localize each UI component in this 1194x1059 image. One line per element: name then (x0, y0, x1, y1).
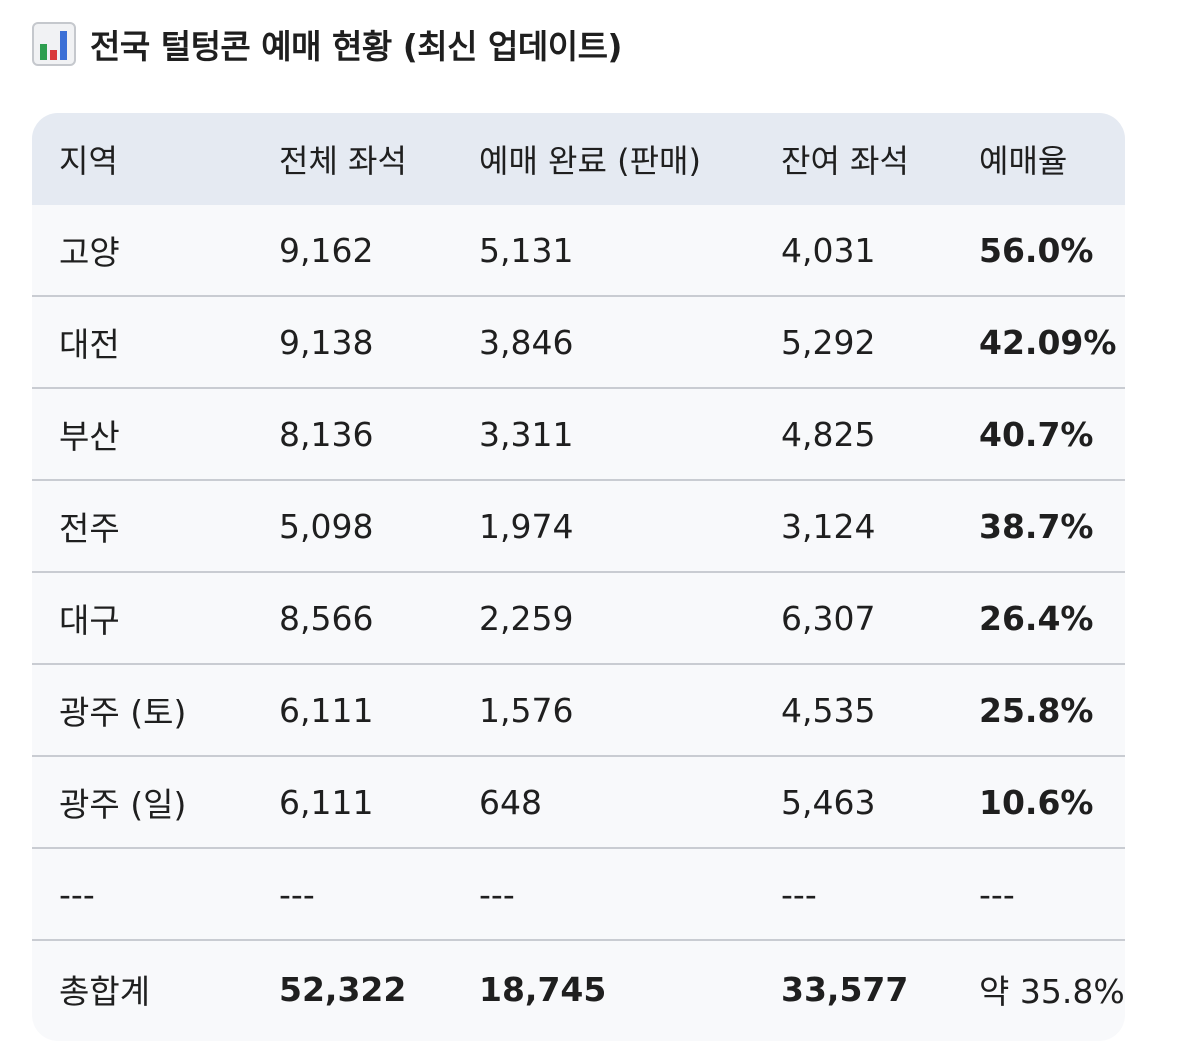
rate-cell: 56.0% (979, 230, 1094, 270)
remaining-cell: 5,463 (781, 782, 876, 822)
remaining-cell: 4,535 (781, 690, 876, 730)
total-seats-cell: 6,111 (279, 690, 374, 730)
total-seats-cell: 9,138 (279, 322, 374, 362)
table-row: 전주 5,098 1,974 3,124 38.7% (32, 481, 1125, 573)
bar-chart-icon (32, 22, 76, 66)
sold-cell: 2,259 (479, 598, 574, 638)
region-cell: 대전 (59, 325, 120, 364)
region-cell: 전주 (59, 509, 120, 548)
region-cell: 대구 (59, 601, 120, 640)
sold-cell: 1,576 (479, 690, 574, 730)
total-seats-cell: 5,098 (279, 506, 374, 546)
page-title: 전국 털텅콘 예매 현황 (최신 업데이트) (32, 18, 623, 70)
separator-cell: --- (979, 874, 1015, 914)
region-cell: 광주 (일) (59, 785, 187, 824)
rate-cell: 10.6% (979, 782, 1094, 822)
separator-cell: --- (781, 874, 817, 914)
header-total-seats: 전체 좌석 (279, 142, 407, 180)
separator-cell: --- (59, 874, 95, 914)
table-row: 고양 9,162 5,131 4,031 56.0% (32, 205, 1125, 297)
table-separator-row: --- --- --- --- --- (32, 849, 1125, 941)
region-cell: 고양 (59, 233, 120, 272)
page-title-text: 전국 털텅콘 예매 현황 (최신 업데이트) (90, 27, 623, 66)
region-cell: 광주 (토) (59, 693, 187, 732)
sold-cell: 3,846 (479, 322, 574, 362)
remaining-sum-cell: 33,577 (781, 969, 909, 1009)
table-total-row: 총합계 52,322 18,745 33,577 약 35.8% (32, 941, 1125, 1037)
rate-cell: 25.8% (979, 690, 1094, 730)
sold-cell: 5,131 (479, 230, 574, 270)
region-cell: 부산 (59, 417, 120, 456)
sold-sum-cell: 18,745 (479, 969, 607, 1009)
table-row: 광주 (토) 6,111 1,576 4,535 25.8% (32, 665, 1125, 757)
sold-cell: 648 (479, 782, 542, 822)
header-sold: 예매 완료 (판매) (479, 142, 701, 180)
rate-cell: 26.4% (979, 598, 1094, 638)
total-seats-sum-cell: 52,322 (279, 969, 407, 1009)
rate-cell: 40.7% (979, 414, 1094, 454)
header-rate: 예매율 (979, 142, 1068, 180)
table-row: 대구 8,566 2,259 6,307 26.4% (32, 573, 1125, 665)
rate-cell: 42.09% (979, 322, 1117, 362)
remaining-cell: 3,124 (781, 506, 876, 546)
remaining-cell: 5,292 (781, 322, 876, 362)
total-label-cell: 총합계 (59, 972, 151, 1011)
rate-total-cell: 약 35.8% (979, 972, 1125, 1011)
header-region: 지역 (59, 142, 118, 180)
header-remaining: 잔여 좌석 (781, 142, 909, 180)
total-seats-cell: 8,136 (279, 414, 374, 454)
reservation-table: 지역 전체 좌석 예매 완료 (판매) 잔여 좌석 예매율 고양 9,162 5… (32, 113, 1125, 1041)
sold-cell: 1,974 (479, 506, 574, 546)
separator-cell: --- (479, 874, 515, 914)
table-header-row: 지역 전체 좌석 예매 완료 (판매) 잔여 좌석 예매율 (32, 113, 1125, 205)
separator-cell: --- (279, 874, 315, 914)
rate-cell: 38.7% (979, 506, 1094, 546)
remaining-cell: 4,031 (781, 230, 876, 270)
total-seats-cell: 6,111 (279, 782, 374, 822)
remaining-cell: 6,307 (781, 598, 876, 638)
sold-cell: 3,311 (479, 414, 574, 454)
table-row: 대전 9,138 3,846 5,292 42.09% (32, 297, 1125, 389)
total-seats-cell: 8,566 (279, 598, 374, 638)
remaining-cell: 4,825 (781, 414, 876, 454)
table-row: 광주 (일) 6,111 648 5,463 10.6% (32, 757, 1125, 849)
total-seats-cell: 9,162 (279, 230, 374, 270)
table-row: 부산 8,136 3,311 4,825 40.7% (32, 389, 1125, 481)
